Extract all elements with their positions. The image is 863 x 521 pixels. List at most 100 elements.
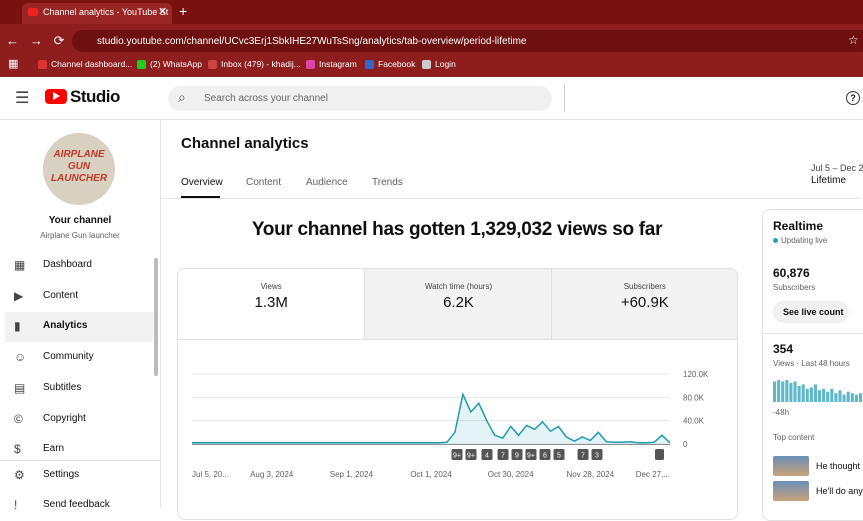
nav-buttons[interactable]: ← → ⟳ <box>6 33 65 48</box>
search-box[interactable] <box>168 86 552 111</box>
realtime-bar <box>813 384 817 402</box>
end-marker <box>655 449 664 460</box>
period[interactable]: Lifetime <box>811 175 847 186</box>
annotation-badge: 9 <box>511 449 523 460</box>
tab-icon <box>28 8 38 16</box>
realtime-bar <box>805 388 809 402</box>
logo-play <box>53 92 60 100</box>
realtime-bars <box>773 380 862 402</box>
badge-label: 7 <box>581 453 585 460</box>
bookmark[interactable]: (2) WhatsApp <box>150 59 202 69</box>
realtime-bar <box>789 382 793 402</box>
menu-item[interactable]: Community <box>43 351 94 363</box>
menu-item[interactable]: Analytics <box>43 320 88 332</box>
apps-icon: ▦ <box>8 58 19 70</box>
menu-icon: $ <box>14 442 21 457</box>
new-tab[interactable]: + <box>179 3 188 19</box>
metric-label: Views <box>260 282 282 291</box>
search-placeholder: Search across your channel <box>204 93 328 104</box>
video-title[interactable]: He'll do anyt <box>816 486 863 496</box>
channel-avatar[interactable]: AIRPLANE GUN LAUNCHER <box>43 133 115 205</box>
menu-item[interactable]: Subtitles <box>43 381 82 393</box>
realtime-bar <box>830 388 834 402</box>
bookmark[interactable]: Inbox (479) - khadij... <box>221 59 301 69</box>
annotation-badge: 4 <box>481 449 493 460</box>
bookmark[interactable]: Login <box>435 59 456 69</box>
menu-item[interactable]: Earn <box>43 443 65 455</box>
bookmark[interactable]: Facebook <box>378 59 416 69</box>
badge-label: 6 <box>543 453 547 460</box>
live-count-button[interactable] <box>773 301 849 323</box>
menu-item[interactable]: Settings <box>43 469 80 480</box>
annotation-badge: 9+ <box>465 449 477 460</box>
url: studio.youtube.com/channel/UCvc3Erj1SbkI… <box>97 36 527 47</box>
views-label: Views · Last 48 hours <box>773 359 850 368</box>
realtime-bar <box>850 393 854 402</box>
tab[interactable]: Audience <box>306 177 348 188</box>
menu-item[interactable]: Dashboard <box>43 259 92 270</box>
bookmark[interactable]: Instagram <box>319 59 357 69</box>
badge-box <box>451 449 463 460</box>
bookmark-icon <box>137 60 146 69</box>
realtime-bar <box>818 390 822 402</box>
avatar-line: AIRPLANE <box>53 149 105 160</box>
annotation-badge: 6 <box>539 449 551 460</box>
line <box>192 392 671 444</box>
realtime-bar <box>842 394 846 402</box>
studio-header <box>0 77 863 120</box>
menu-icon: ▶ <box>14 288 24 303</box>
avatar-text: AIRPLANE GUN LAUNCHER <box>43 149 115 185</box>
x-tick-label: Sep 1, 2024 <box>330 470 374 479</box>
metric-value: 6.2K <box>443 294 474 311</box>
menu-item[interactable]: Send feedback <box>43 499 110 510</box>
channel-label: Your channel <box>48 215 112 226</box>
y-tick-label: 40.0K <box>683 417 705 426</box>
video-thumbnail[interactable] <box>773 456 809 476</box>
avatar-line: GUN <box>67 161 91 172</box>
x-tick-label: Aug 3, 2024 <box>250 470 294 479</box>
realtime-title: Realtime <box>773 219 824 233</box>
y-tick-label: 120.0K <box>683 370 709 379</box>
address-bar[interactable] <box>72 30 863 52</box>
x-tick-label: Jul 5, 20... <box>192 470 229 479</box>
annotation-badge: 7 <box>577 449 589 460</box>
tab-close[interactable]: ✕ <box>158 6 168 18</box>
tab[interactable]: Overview <box>181 177 223 188</box>
metric-tab[interactable]: Subscribers +60.9K <box>550 269 737 340</box>
views-count: 354 <box>773 342 794 356</box>
tab[interactable]: Content <box>246 177 282 188</box>
realtime-bar <box>773 381 777 402</box>
menu-item[interactable]: Copyright <box>43 412 86 424</box>
menu-button[interactable]: ☰ <box>15 90 30 107</box>
bookmark[interactable]: Channel dashboard... <box>51 59 133 69</box>
realtime-bar <box>801 384 805 402</box>
annotation-badge: 7 <box>497 449 509 460</box>
metric-label: Watch time (hours) <box>424 282 493 291</box>
sidebar-border <box>160 120 161 508</box>
active-tab[interactable] <box>22 3 172 24</box>
metric-tab[interactable]: Watch time (hours) 6.2K <box>364 269 552 340</box>
channel-name: Airplane Gun launcher <box>40 231 120 240</box>
bookmark-star[interactable]: ☆ <box>848 33 859 47</box>
menu-icon: ▦ <box>14 258 26 272</box>
metric-tab[interactable]: Views 1.3M <box>178 269 365 340</box>
realtime-bar <box>846 391 850 402</box>
bookmark-icon <box>38 60 47 69</box>
realtime-status: Updating live <box>781 236 828 245</box>
video-thumbnail[interactable] <box>773 481 809 501</box>
y-tick-label: 0 <box>683 440 688 449</box>
help-button[interactable]: ? <box>846 91 860 105</box>
logo-text: Studio <box>70 87 120 106</box>
realtime-bar <box>826 391 830 402</box>
menu-icon: ☺ <box>14 350 27 365</box>
realtime-bar <box>834 393 838 402</box>
metric-label: Subscribers <box>623 282 666 291</box>
video-title[interactable]: He thought h <box>816 461 863 471</box>
subscriber-count: 60,876 <box>773 266 810 280</box>
sidebar-separator <box>0 460 160 461</box>
menu-item[interactable]: Content <box>43 289 79 301</box>
date-range[interactable]: Jul 5 – Dec 27, <box>811 163 863 173</box>
realtime-bar <box>838 390 842 402</box>
tab[interactable]: Trends <box>372 177 403 188</box>
